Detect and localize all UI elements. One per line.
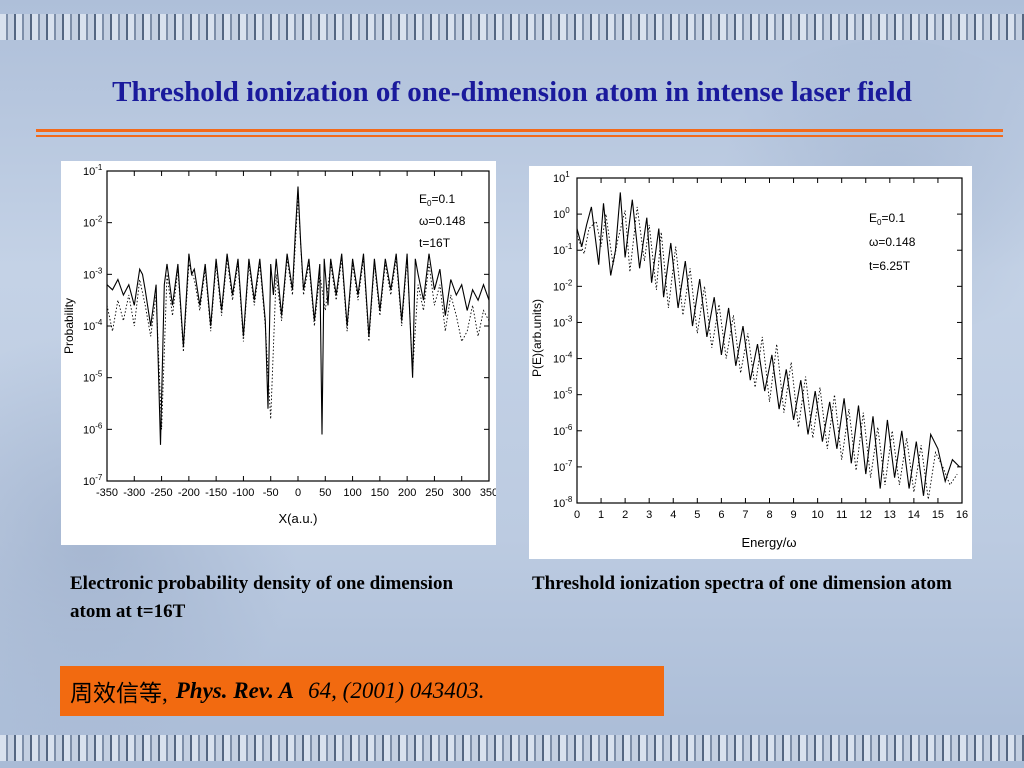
- probability-density-chart: 10-1 10-2 10-3 10-4 10-5 10-6 10-7 -350 -300 -25…: [61, 161, 496, 545]
- x-tick-label: 13: [884, 509, 896, 521]
- x-tick-label: 100: [343, 487, 361, 499]
- x-tick-label: 12: [860, 509, 872, 521]
- annotation-time: t=6.25T: [869, 259, 911, 273]
- citation-box: 周效信等, Phys. Rev. A 64, (2001) 043403.: [60, 666, 664, 716]
- x-tick-label: 5: [694, 509, 700, 521]
- annotation-omega: ω=0.148: [869, 235, 916, 249]
- x-tick-label: 250: [425, 487, 443, 499]
- y-tick-label: 10-6: [83, 421, 103, 436]
- x-tick-label: 4: [670, 509, 676, 521]
- y-tick-label: 101: [553, 170, 570, 185]
- x-tick-label: -300: [123, 487, 145, 499]
- y-axis-label: Probability: [62, 298, 76, 354]
- series-solid-line: [576, 192, 960, 496]
- x-tick-label: 11: [836, 509, 847, 521]
- y-tick-label: 10-4: [83, 318, 103, 333]
- x-tick-label: 150: [371, 487, 389, 499]
- y-tick-label: 10-7: [83, 473, 103, 488]
- y-axis-label: P(E)(arb.units): [530, 299, 544, 377]
- y-tick-label: 10-2: [83, 215, 103, 230]
- x-axis-label: X(a.u.): [278, 511, 317, 526]
- series-dotted-line: [106, 196, 490, 430]
- x-tick-label: -200: [178, 487, 200, 499]
- x-tick-label: -350: [96, 487, 118, 499]
- x-tick-label: 2: [622, 509, 628, 521]
- x-tick-label: 7: [742, 509, 748, 521]
- left-figure-caption: Electronic probability density of one di…: [70, 573, 454, 622]
- y-tick-label: 10-8: [553, 495, 573, 510]
- x-tick-label: 14: [908, 509, 920, 521]
- bottom-border-pattern: [0, 735, 1024, 761]
- y-tick-label: 10-5: [553, 387, 573, 402]
- y-tick-label: 10-7: [553, 459, 573, 474]
- y-tick-label: 10-4: [553, 351, 573, 366]
- citation-reference: 64, (2001) 043403.: [308, 678, 485, 703]
- right-figure-caption: Threshold ionization spectra of one dime…: [532, 573, 952, 594]
- title-underline: [36, 135, 1003, 137]
- x-tick-label: 15: [932, 509, 944, 521]
- series-dotted-line: [576, 206, 958, 500]
- y-tick-label: 10-1: [553, 242, 573, 257]
- title-underline: [36, 129, 1003, 132]
- annotation-e0: E0=0.1: [869, 211, 905, 227]
- citation-journal: Phys. Rev. A: [175, 678, 295, 703]
- y-tick-label: 10-1: [83, 163, 103, 178]
- x-tick-label: 1: [598, 509, 604, 521]
- x-tick-label: 6: [718, 509, 724, 521]
- x-tick-label: 10: [812, 509, 824, 521]
- y-tick-label: 10-2: [553, 278, 573, 293]
- annotation-time: t=16T: [419, 236, 451, 250]
- ionization-spectrum-chart: 101 100 10-1 10-2 10-3 10-4 10-5 10-6 10-7 10-8 0…: [529, 166, 972, 559]
- y-tick-label: 10-5: [83, 370, 103, 385]
- annotation-omega: ω=0.148: [419, 214, 466, 228]
- y-tick-label: 10-6: [553, 423, 573, 438]
- y-tick-label: 100: [553, 206, 570, 221]
- x-tick-label: 0: [574, 509, 580, 521]
- x-tick-label: 0: [295, 487, 301, 499]
- x-tick-label: -150: [205, 487, 227, 499]
- x-tick-label: -50: [263, 487, 279, 499]
- probability-density-plot: 10-1 10-2 10-3 10-4 10-5 10-6 10-7 -350 -300 -25…: [62, 163, 496, 526]
- x-tick-label: 3: [646, 509, 652, 521]
- y-tick-label: 10-3: [553, 314, 573, 329]
- x-tick-label: -250: [151, 487, 173, 499]
- x-tick-label: 50: [319, 487, 331, 499]
- x-tick-label: 300: [453, 487, 471, 499]
- x-axis-label: Energy/ω: [742, 535, 797, 550]
- x-tick-label: 8: [766, 509, 772, 521]
- x-tick-label: 350: [480, 487, 496, 499]
- annotation-e0: E0=0.1: [419, 192, 455, 208]
- x-tick-label: 16: [956, 509, 968, 521]
- series-solid-line: [106, 186, 490, 445]
- x-tick-label: 200: [398, 487, 416, 499]
- x-tick-label: -100: [232, 487, 254, 499]
- y-tick-label: 10-3: [83, 266, 103, 281]
- top-border-pattern: [0, 14, 1024, 40]
- slide-title: Threshold ionization of one-dimension at…: [112, 76, 912, 108]
- x-tick-label: 9: [791, 509, 797, 521]
- citation-authors: 周效信等,: [70, 681, 168, 706]
